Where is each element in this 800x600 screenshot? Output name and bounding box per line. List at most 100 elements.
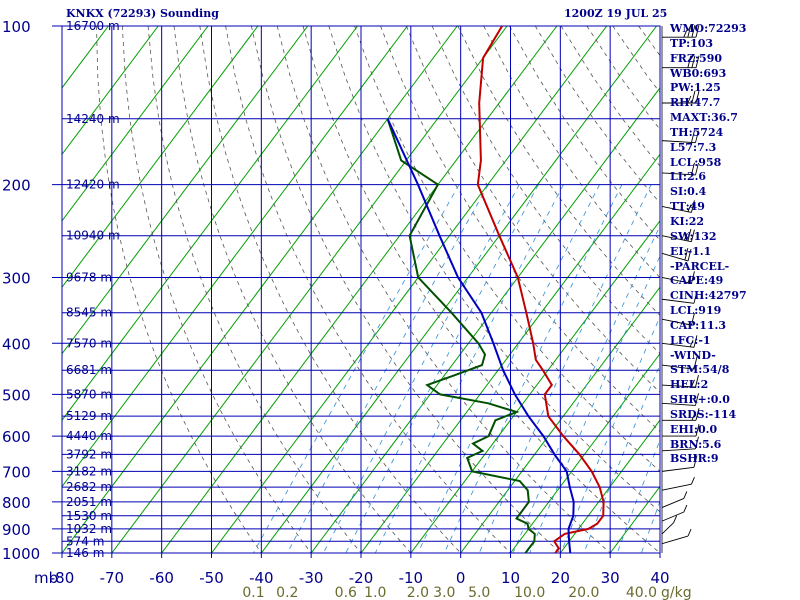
isotherm-line bbox=[360, 153, 660, 553]
index-line: CINH:42797 bbox=[670, 289, 747, 303]
dry-adiabat-line bbox=[121, 26, 312, 553]
index-line: FRZ:590 bbox=[670, 51, 723, 65]
wind-barb bbox=[662, 423, 700, 437]
wind-barb-flag bbox=[687, 55, 692, 68]
pressure-tick-label: 200 bbox=[2, 177, 31, 195]
index-line: EI:-1.1 bbox=[670, 244, 712, 258]
pressure-tick-label: 500 bbox=[2, 386, 31, 404]
mixing-ratio-line bbox=[616, 439, 660, 553]
index-line: HEL:2 bbox=[670, 378, 709, 392]
wind-barb-flag bbox=[683, 504, 688, 513]
pressure-tick-label: 1000 bbox=[2, 545, 40, 563]
wind-barb-flag bbox=[695, 423, 700, 437]
index-line: L57:7.3 bbox=[670, 140, 717, 154]
index-line: -PARCEL- bbox=[670, 259, 730, 273]
wind-barb-shaft bbox=[661, 342, 695, 348]
pressure-tick-label: 400 bbox=[2, 335, 31, 353]
height-label: 1032 m bbox=[66, 522, 112, 536]
wind-barb-flag bbox=[689, 339, 694, 348]
index-line: MAXT:36.7 bbox=[670, 111, 738, 125]
wind-barb-flag bbox=[691, 90, 696, 104]
wind-barb-flag bbox=[691, 271, 695, 284]
index-line: LFC:-1 bbox=[670, 333, 711, 347]
valid-time: 1200Z 19 JUL 25 bbox=[564, 7, 668, 20]
temperature-tick-label: -40 bbox=[249, 569, 274, 587]
wind-barb-flag bbox=[691, 55, 696, 68]
index-line: EHI:0.0 bbox=[670, 422, 718, 436]
isotherm-line bbox=[559, 419, 660, 553]
skewed-isotherms bbox=[62, 26, 660, 553]
index-line: LI:2.6 bbox=[670, 170, 707, 184]
wind-barb-shaft bbox=[661, 364, 695, 370]
mixing-ratio-label: 1.0 bbox=[364, 585, 386, 600]
height-label: 146 m bbox=[66, 546, 104, 560]
wind-barb-shaft bbox=[661, 466, 695, 472]
height-label: 2682 m bbox=[66, 480, 112, 494]
wind-barb-shaft bbox=[661, 172, 696, 176]
mixing-ratio-line bbox=[529, 255, 660, 553]
dry-adiabat-line bbox=[534, 26, 660, 204]
index-line: SI:0.4 bbox=[670, 185, 707, 199]
pressure-tick-label: 600 bbox=[2, 428, 31, 446]
wind-barb-flag bbox=[684, 247, 689, 261]
index-line: CAPE:49 bbox=[670, 274, 724, 288]
height-label: 10940 m bbox=[66, 229, 120, 243]
wind-barb bbox=[662, 408, 700, 421]
wind-barb-flag bbox=[691, 229, 695, 242]
isotherm-line bbox=[62, 26, 458, 553]
wind-barb-flag bbox=[687, 204, 692, 212]
wind-barb bbox=[661, 491, 688, 508]
mixing-ratio-label: 0.2 bbox=[276, 585, 298, 600]
index-line: BSHR:9 bbox=[670, 452, 719, 466]
wind-barb-shaft bbox=[661, 483, 692, 491]
temperature-tick-label: 40 bbox=[650, 569, 669, 587]
temperature-tick-label: 0 bbox=[456, 569, 466, 587]
wind-barb-shaft bbox=[661, 140, 696, 144]
wind-barb-shaft bbox=[661, 498, 685, 508]
wind-barb-shaft bbox=[661, 235, 692, 243]
wind-barb-flag bbox=[695, 25, 700, 38]
isotherm-line bbox=[260, 26, 657, 553]
wind-barb-flag bbox=[695, 436, 699, 449]
mixing-ratio-label: 20.0 bbox=[568, 585, 599, 600]
dry-adiabat-line bbox=[225, 26, 511, 553]
height-label: 16700 m bbox=[66, 19, 120, 33]
wind-barb-flag bbox=[687, 25, 692, 38]
wind-barb bbox=[661, 313, 695, 326]
mixing-ratio-label: 10.0 bbox=[514, 585, 545, 600]
height-label: 8545 m bbox=[66, 306, 112, 320]
mixing-ratio-label: 2.0 bbox=[407, 585, 429, 600]
wind-barb-flag bbox=[695, 374, 699, 388]
isotherm-line bbox=[62, 26, 159, 156]
index-line: WMO:72293 bbox=[670, 22, 747, 35]
isotherm-line bbox=[410, 219, 660, 553]
mixing-ratio-line bbox=[641, 500, 660, 553]
wind-barb-flag bbox=[683, 491, 688, 499]
temperature-tick-label: -60 bbox=[149, 569, 174, 587]
wind-barb bbox=[661, 455, 698, 472]
height-label: 3182 m bbox=[66, 464, 112, 478]
y-axis-unit-label: mb bbox=[34, 569, 58, 587]
temperature-tick-label: 30 bbox=[601, 569, 620, 587]
wind-barb bbox=[661, 228, 695, 243]
wind-barb bbox=[661, 393, 699, 406]
wind-barb bbox=[662, 90, 700, 104]
index-line: PW:1.25 bbox=[670, 81, 721, 95]
temperature-tick-label: -70 bbox=[100, 569, 125, 587]
wind-barb-flag bbox=[683, 233, 688, 241]
wind-barb-shaft bbox=[661, 511, 685, 522]
index-line: SRDS:-114 bbox=[670, 407, 737, 421]
sounding-traces bbox=[386, 26, 605, 553]
dry-adiabat-line bbox=[483, 26, 660, 279]
mixing-ratio-line bbox=[253, 184, 460, 553]
dewpoint-trace bbox=[386, 118, 536, 553]
temperature-tick-label: 10 bbox=[501, 569, 520, 587]
station-title: KNKX (72293) Sounding bbox=[66, 7, 219, 20]
pressure-tick-label: 700 bbox=[2, 463, 31, 481]
index-line: SW:132 bbox=[670, 229, 717, 243]
wind-barb-flag bbox=[695, 130, 699, 143]
wind-barb bbox=[661, 436, 699, 452]
wind-barb-flag bbox=[695, 408, 700, 421]
temperature-trace bbox=[476, 26, 605, 553]
dry-adiabat-line bbox=[199, 26, 461, 553]
